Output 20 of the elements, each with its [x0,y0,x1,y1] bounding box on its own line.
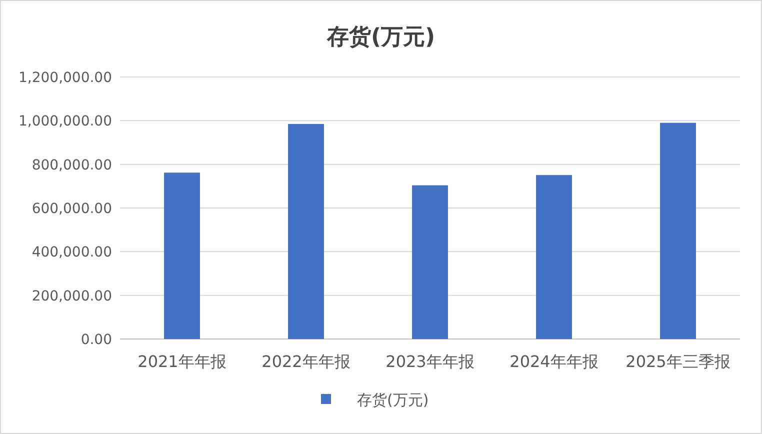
legend: 存货(万元) [321,391,429,409]
x-tick-label: 2024年年报 [510,352,598,371]
bar [660,122,696,339]
bar [412,185,448,339]
y-tick-label: 1,200,000.00 [18,70,112,86]
y-tick-label: 0.00 [80,332,112,348]
bar [536,175,572,339]
legend-label: 存货(万元) [357,391,429,409]
bar [288,124,324,339]
y-tick-label: 800,000.00 [32,157,112,174]
bar [164,172,200,339]
x-tick-label: 2025年三季报 [626,352,730,371]
x-tick-label: 2021年年报 [138,352,226,371]
y-tick-label: 1,000,000.00 [18,114,112,130]
y-tick-label: 200,000.00 [32,288,112,304]
y-tick-label: 600,000.00 [32,201,112,217]
y-tick-label: 400,000.00 [32,244,112,261]
x-tick-label: 2023年年报 [386,352,474,371]
x-tick-label: 2022年年报 [262,352,350,371]
chart-title: 存货(万元) [326,25,436,50]
